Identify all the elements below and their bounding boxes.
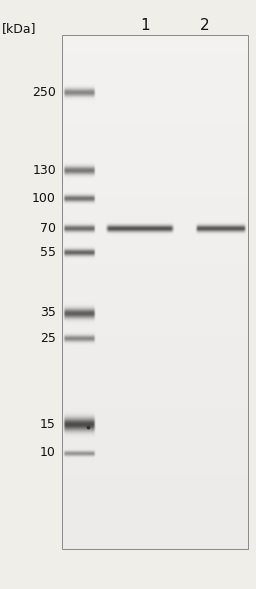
Bar [62, 35, 248, 549]
Text: 55: 55 [40, 246, 56, 259]
Text: 2: 2 [200, 18, 210, 33]
Text: 70: 70 [40, 221, 56, 234]
Text: [kDa]: [kDa] [2, 22, 37, 35]
Text: 250: 250 [32, 85, 56, 98]
Text: 100: 100 [32, 191, 56, 204]
Text: 130: 130 [32, 164, 56, 177]
Text: 1: 1 [140, 18, 150, 33]
Text: 10: 10 [40, 446, 56, 459]
Text: 25: 25 [40, 332, 56, 345]
Text: 35: 35 [40, 306, 56, 319]
Text: 15: 15 [40, 418, 56, 431]
